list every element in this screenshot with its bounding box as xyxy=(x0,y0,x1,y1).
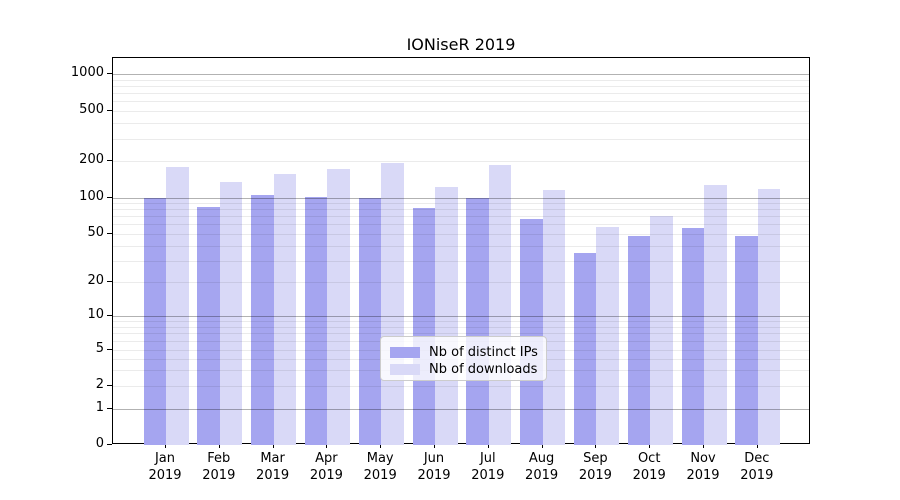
y-tick xyxy=(107,73,112,74)
bar-downloads-oct xyxy=(650,216,673,445)
plot-area: Nb of distinct IPs Nb of downloads xyxy=(112,57,810,445)
bar-distinct-ips-may xyxy=(358,197,382,445)
bar-distinct-ips-jan xyxy=(143,197,166,445)
bar-downloads-dec xyxy=(757,188,781,445)
y-tick xyxy=(107,196,112,198)
y-tick-label-50: 50 xyxy=(87,225,104,240)
x-tick-label-apr-2019: Apr 2019 xyxy=(309,451,343,483)
y-tick-label-200: 200 xyxy=(79,152,104,167)
bars-layer xyxy=(113,58,809,445)
legend-item-distinct-ips: Nb of distinct IPs xyxy=(390,344,538,360)
chart-title: IONiseR 2019 xyxy=(406,35,516,54)
bar-distinct-ips-sep xyxy=(573,252,597,445)
y-tick xyxy=(107,315,112,316)
y-tick xyxy=(107,444,112,445)
bar-downloads-sep xyxy=(596,227,619,445)
x-tick xyxy=(326,444,328,448)
x-tick-label-mar-2019: Mar 2019 xyxy=(256,451,290,483)
y-tick xyxy=(107,110,112,111)
y-tick xyxy=(107,408,112,409)
x-tick xyxy=(649,444,651,448)
bar-distinct-ips-nov xyxy=(681,228,704,445)
legend-label: Nb of distinct IPs xyxy=(429,344,538,360)
x-tick-label-aug-2019: Aug 2019 xyxy=(525,451,559,483)
y-tick-label-1: 1 xyxy=(95,400,104,415)
y-tick xyxy=(107,349,112,350)
bar-distinct-ips-feb xyxy=(197,206,220,445)
bar-downloads-apr xyxy=(327,169,350,445)
bar-downloads-jul xyxy=(488,165,512,445)
x-tick-label-jul-2019: Jul 2019 xyxy=(471,451,505,483)
x-tick-label-dec-2019: Dec 2019 xyxy=(740,451,774,483)
bar-distinct-ips-dec xyxy=(735,236,758,445)
legend-swatch-downloads xyxy=(390,363,420,375)
bar-downloads-mar xyxy=(273,174,297,445)
legend-label: Nb of downloads xyxy=(429,361,538,377)
x-tick xyxy=(165,444,166,448)
bar-downloads-may xyxy=(381,163,404,445)
legend-item-downloads: Nb of downloads xyxy=(390,361,537,377)
bar-downloads-jan xyxy=(166,167,189,445)
y-tick-label-10: 10 xyxy=(87,307,104,322)
x-tick xyxy=(380,444,382,448)
x-tick-label-feb-2019: Feb 2019 xyxy=(202,451,236,483)
bar-downloads-feb xyxy=(219,181,243,445)
y-tick-label-5: 5 xyxy=(95,341,104,356)
y-tick-label-20: 20 xyxy=(87,273,104,288)
bar-distinct-ips-aug xyxy=(520,218,543,445)
y-tick-label-500: 500 xyxy=(79,102,104,117)
y-tick-label-2: 2 xyxy=(95,377,104,392)
bar-distinct-ips-apr xyxy=(304,196,328,445)
x-tick xyxy=(703,444,704,448)
x-tick xyxy=(595,444,597,448)
x-tick xyxy=(487,444,489,448)
bar-downloads-jun xyxy=(435,186,458,445)
y-tick xyxy=(107,385,112,386)
y-tick-label-1000: 1000 xyxy=(70,65,104,80)
y-tick xyxy=(107,281,112,282)
x-tick xyxy=(541,444,543,448)
x-tick-label-sep-2019: Sep 2019 xyxy=(578,451,612,483)
x-tick-label-nov-2019: Nov 2019 xyxy=(686,451,720,483)
x-tick-label-jan-2019: Jan 2019 xyxy=(148,451,182,483)
y-tick xyxy=(107,233,112,234)
x-tick-label-may-2019: May 2019 xyxy=(363,451,397,483)
bar-distinct-ips-mar xyxy=(251,195,274,445)
x-tick xyxy=(756,444,758,448)
y-tick-label-100: 100 xyxy=(79,188,104,204)
y-tick-label-0: 0 xyxy=(95,436,104,451)
y-tick xyxy=(107,160,112,161)
x-tick xyxy=(272,444,274,448)
x-tick xyxy=(434,444,435,448)
bar-distinct-ips-jul xyxy=(466,198,489,445)
x-tick-label-jun-2019: Jun 2019 xyxy=(417,451,451,483)
bar-downloads-nov xyxy=(704,184,727,445)
bar-distinct-ips-jun xyxy=(412,207,435,445)
x-tick xyxy=(218,444,220,448)
bar-distinct-ips-oct xyxy=(627,236,651,445)
legend-swatch-distinct-ips xyxy=(390,346,420,358)
bar-downloads-aug xyxy=(542,190,566,445)
legend: Nb of distinct IPs Nb of downloads xyxy=(380,336,547,381)
x-tick-label-oct-2019: Oct 2019 xyxy=(632,451,666,483)
